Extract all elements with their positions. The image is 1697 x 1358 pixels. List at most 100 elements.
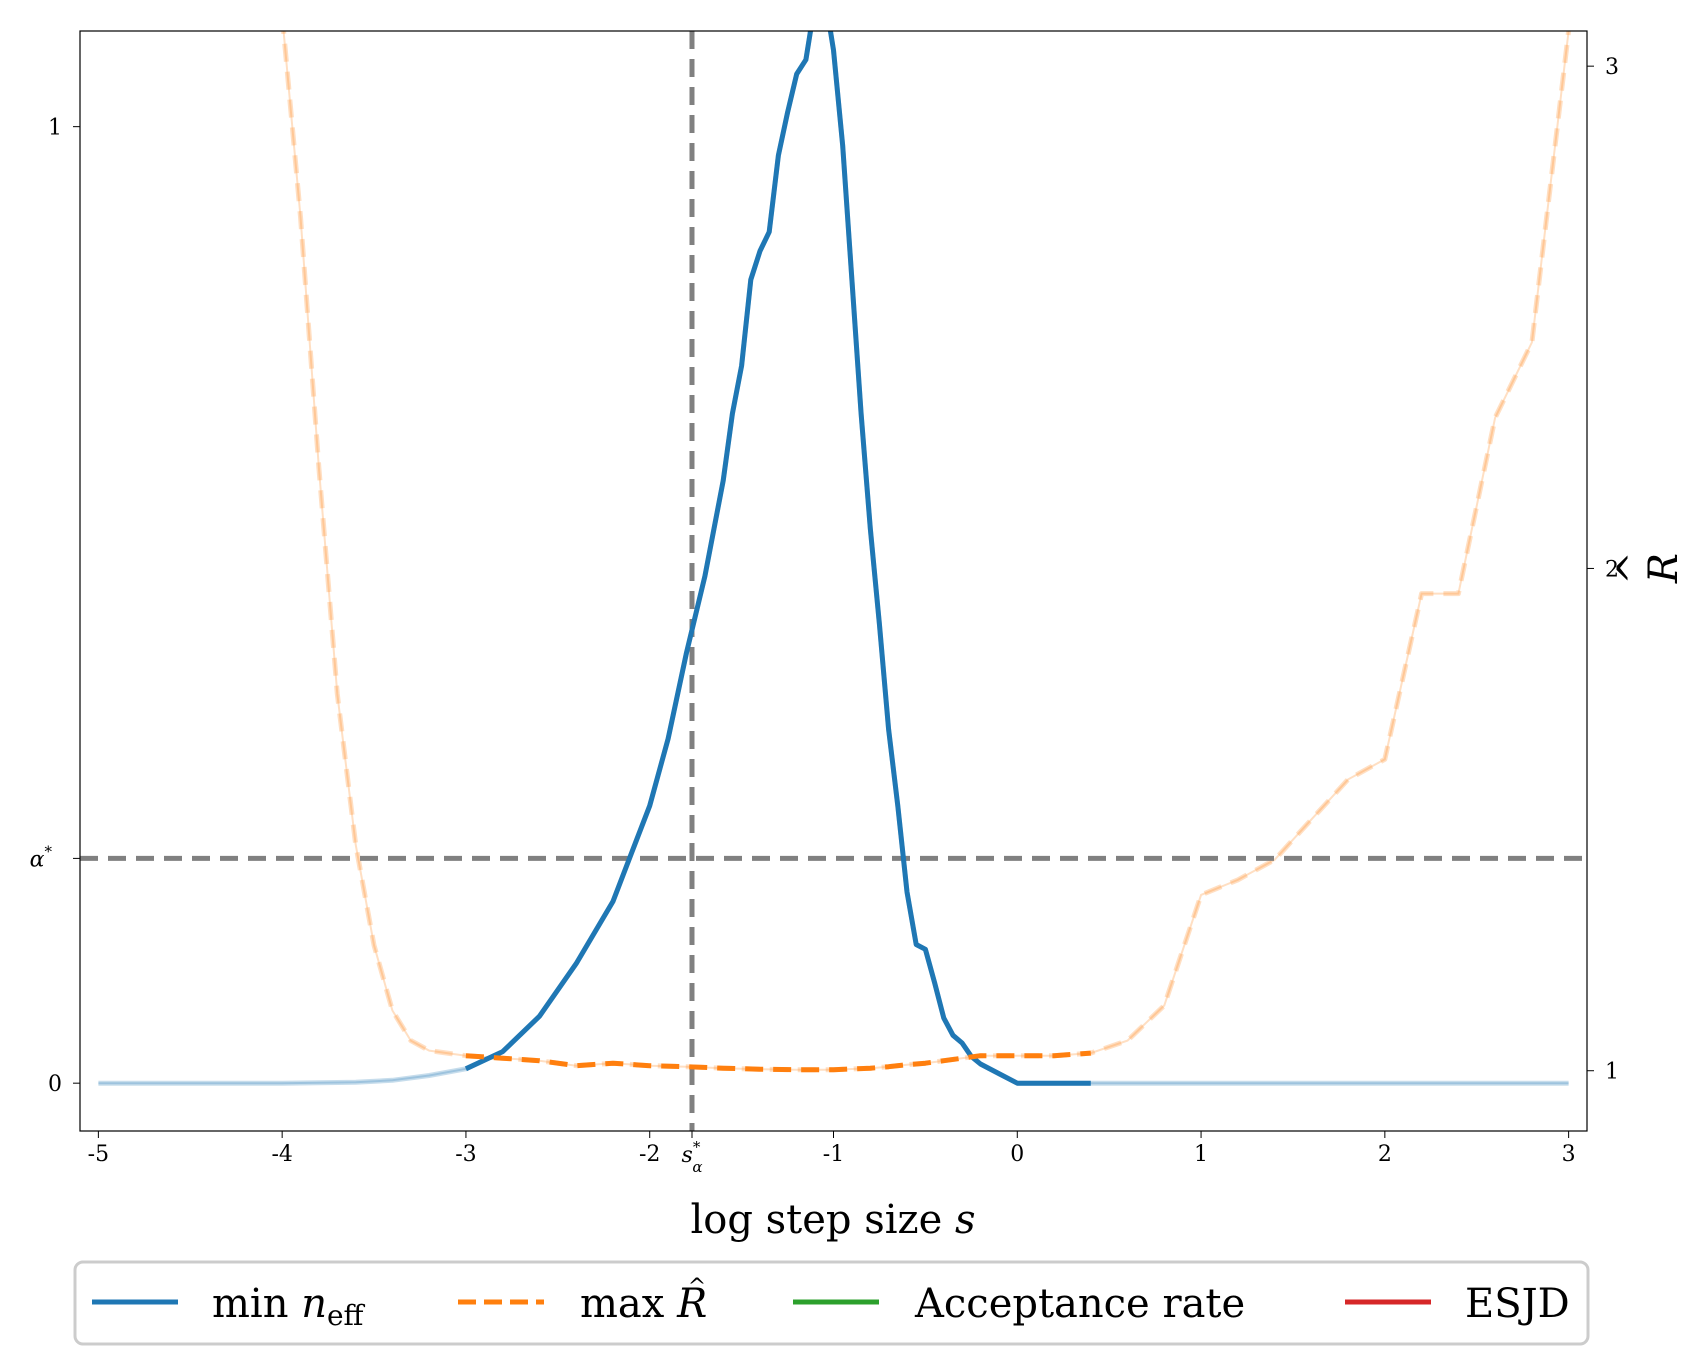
- point-min-n-eff: [1163, 1082, 1166, 1085]
- left-special-tick-sup: *: [45, 842, 53, 860]
- x-tick-label: -5: [88, 1142, 109, 1167]
- point-min-n-eff: [281, 1082, 284, 1085]
- point-min-n-eff: [942, 1017, 945, 1020]
- point-max-r: [1530, 341, 1533, 344]
- line-max-r: [465, 1050, 1091, 1073]
- point-min-n-eff: [667, 737, 670, 740]
- point-max-r: [869, 1067, 872, 1070]
- point-max-r: [1383, 758, 1386, 761]
- svg-text:max R: max R: [580, 1281, 707, 1327]
- left-special-tick: α*: [30, 842, 80, 872]
- left-axis-ticks: 01: [48, 116, 80, 1097]
- x-axis-label: log step size s: [690, 1197, 975, 1243]
- point-min-n-eff: [759, 250, 762, 253]
- point-max-r: [1273, 858, 1276, 861]
- point-min-n-eff: [749, 278, 752, 281]
- point-max-r: [759, 1068, 762, 1071]
- x-tick-label: -3: [455, 1142, 476, 1167]
- right-axis-label-hat: ^: [1610, 551, 1656, 585]
- point-min-n-eff: [648, 804, 651, 807]
- point-min-n-eff: [777, 154, 780, 157]
- point-min-n-eff: [630, 852, 633, 855]
- legend-label-acceptance: Acceptance rate: [914, 1281, 1245, 1327]
- right-tick-label: 1: [1605, 1060, 1619, 1085]
- right-tick-label: 3: [1605, 55, 1619, 80]
- point-min-n-eff: [786, 111, 789, 114]
- point-min-n-eff: [860, 412, 863, 415]
- reference-lines: [80, 31, 1587, 1131]
- point-min-n-eff: [1016, 1082, 1019, 1085]
- right-tick-label: 2: [1605, 557, 1619, 582]
- point-min-n-eff: [538, 1015, 541, 1018]
- point-max-r: [924, 1062, 927, 1065]
- legend-label-rhat-math: R: [676, 1281, 707, 1327]
- point-max-r: [887, 1065, 890, 1068]
- point-min-n-eff: [1089, 1082, 1092, 1085]
- left-special-tick-base: α: [30, 847, 45, 872]
- legend-entry-rhat: max R ^: [458, 1275, 707, 1327]
- highlighted-series-lines: [97, 31, 1533, 1086]
- point-min-n-eff: [841, 144, 844, 147]
- x-tick-label: 2: [1378, 1142, 1392, 1167]
- point-max-r: [1236, 878, 1239, 881]
- point-min-n-eff: [703, 575, 706, 578]
- legend-label-neff: min: [212, 1281, 301, 1327]
- point-max-r: [1163, 1004, 1166, 1007]
- x-special-tick-base: s: [682, 1143, 693, 1168]
- point-max-r: [1347, 778, 1350, 781]
- right-axis-ticks: 1 2 3: [1587, 55, 1619, 1085]
- point-max-r: [1457, 592, 1460, 595]
- point-max-r: [722, 1067, 725, 1070]
- legend-entry-neff: min neff: [92, 1281, 366, 1332]
- point-min-n-eff: [952, 1034, 955, 1037]
- point-min-n-eff: [740, 364, 743, 367]
- point-max-r: [575, 1064, 578, 1067]
- point-min-n-eff: [804, 58, 807, 61]
- point-min-n-eff: [768, 230, 771, 233]
- x-tick-label: -2: [639, 1142, 660, 1167]
- right-axis-label: R ^: [1610, 551, 1687, 585]
- point-max-r: [795, 1068, 798, 1071]
- x-axis-label-symbol: s: [955, 1197, 976, 1243]
- point-min-n-eff: [575, 962, 578, 965]
- x-tick-label: -1: [823, 1142, 844, 1167]
- x-axis-ticks: -5 -4 -3 -2 -1 0 1 2 3: [88, 1131, 1576, 1167]
- point-max-r: [373, 944, 376, 947]
- point-min-n-eff: [795, 73, 798, 76]
- point-max-r: [832, 1068, 835, 1071]
- point-min-n-eff: [979, 1063, 982, 1066]
- point-max-r: [464, 1054, 467, 1057]
- point-min-n-eff: [997, 1072, 1000, 1075]
- point-min-n-eff: [933, 981, 936, 984]
- point-min-n-eff: [428, 1074, 431, 1077]
- point-max-r: [942, 1059, 945, 1062]
- right-axis-label-text: R: [1641, 553, 1687, 584]
- point-min-n-eff: [961, 1042, 964, 1045]
- point-max-r: [1053, 1054, 1056, 1057]
- line-min-n-eff: [464, 31, 1091, 1086]
- point-min-n-eff: [1292, 1082, 1295, 1085]
- point-max-r: [336, 693, 339, 696]
- point-max-r: [1200, 893, 1203, 896]
- x-tick-label: 1: [1194, 1142, 1208, 1167]
- point-min-n-eff: [896, 804, 899, 807]
- point-max-r: [648, 1064, 651, 1067]
- x-special-tick: s* α: [682, 1131, 702, 1176]
- point-max-r: [1494, 416, 1497, 419]
- point-max-r: [612, 1062, 615, 1065]
- point-min-n-eff: [391, 1079, 394, 1082]
- point-min-n-eff: [97, 1082, 100, 1085]
- x-special-tick-sup: *: [693, 1138, 701, 1156]
- point-max-r: [685, 1065, 688, 1068]
- x-tick-label: -4: [271, 1142, 292, 1167]
- point-max-r: [906, 1063, 909, 1066]
- point-min-n-eff: [354, 1081, 357, 1084]
- legend-entry-esjd: ESJD: [1345, 1281, 1570, 1327]
- point-max-r: [299, 215, 302, 218]
- point-min-n-eff: [731, 412, 734, 415]
- legend-label-neff-math: n: [301, 1281, 327, 1327]
- x-tick-label: 3: [1562, 1142, 1576, 1167]
- point-max-r: [1016, 1054, 1019, 1057]
- point-min-n-eff: [722, 479, 725, 482]
